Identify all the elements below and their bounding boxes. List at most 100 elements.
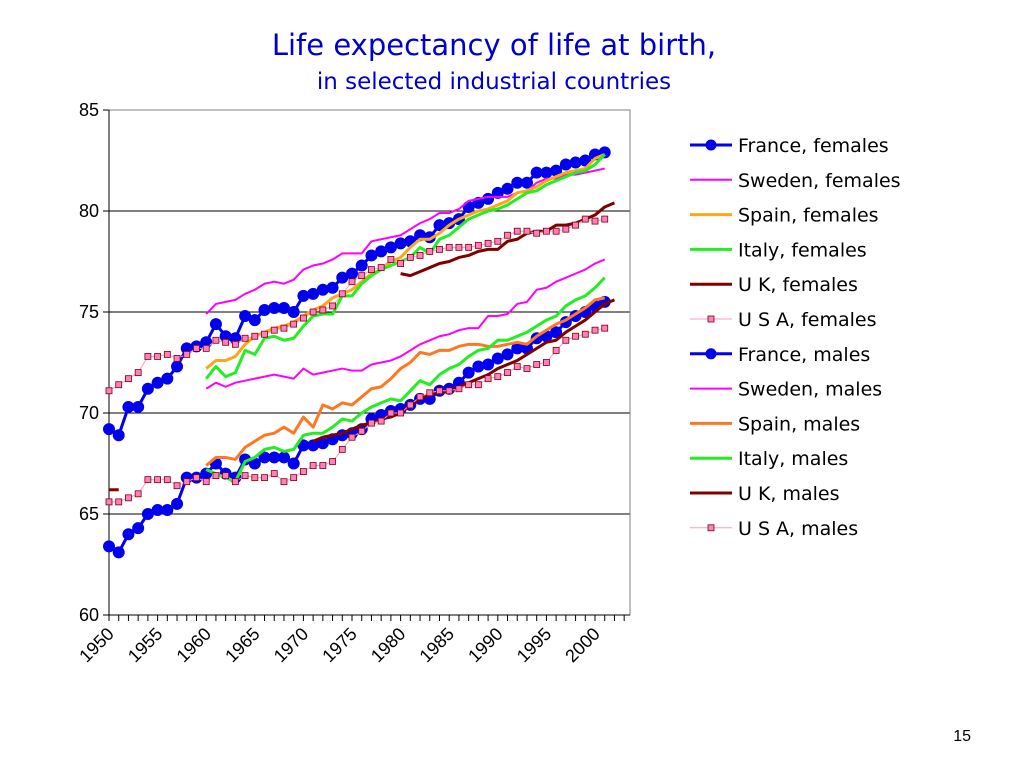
legend-item: France, males xyxy=(690,344,870,366)
y-tick-label: 75 xyxy=(79,302,99,322)
series-9 xyxy=(205,276,606,484)
data-point xyxy=(112,546,125,559)
data-point xyxy=(309,308,317,316)
data-point xyxy=(202,478,210,486)
data-point xyxy=(290,320,298,328)
x-tick-label: 1970 xyxy=(270,624,312,666)
data-point xyxy=(552,227,560,235)
data-point xyxy=(231,478,239,486)
data-point xyxy=(144,476,152,484)
data-point xyxy=(394,237,407,250)
data-point xyxy=(387,409,395,417)
data-point xyxy=(115,498,123,506)
data-point xyxy=(520,176,533,189)
data-point xyxy=(105,387,113,395)
data-point xyxy=(161,503,174,516)
data-point xyxy=(348,278,356,286)
data-point xyxy=(474,381,482,389)
data-point xyxy=(338,445,346,453)
data-point xyxy=(258,303,271,316)
data-point xyxy=(193,474,200,482)
data-point xyxy=(377,417,385,425)
legend-label: Spain, males xyxy=(738,413,860,435)
data-point xyxy=(562,336,570,344)
data-point xyxy=(241,334,249,342)
legend-item: France, females xyxy=(690,135,889,157)
data-point xyxy=(309,462,317,469)
series-line xyxy=(205,276,606,484)
data-point xyxy=(474,241,482,249)
data-point xyxy=(163,476,171,484)
data-point xyxy=(572,332,579,340)
data-point xyxy=(445,243,453,251)
data-point xyxy=(231,340,239,348)
data-point xyxy=(406,401,414,409)
x-tick-label: 1995 xyxy=(513,624,555,666)
data-point xyxy=(171,360,184,373)
data-point xyxy=(581,215,589,223)
legend-label: France, males xyxy=(738,344,870,366)
legend-label: Sweden, females xyxy=(738,170,901,192)
data-point xyxy=(504,231,511,239)
data-point xyxy=(533,229,541,237)
data-point xyxy=(144,353,152,360)
data-point xyxy=(426,247,434,255)
data-point xyxy=(436,387,443,395)
data-point xyxy=(261,474,268,482)
data-point xyxy=(358,427,366,435)
data-point xyxy=(552,346,560,354)
data-point xyxy=(348,433,356,441)
data-point xyxy=(122,528,135,541)
legend-item: U K, females xyxy=(690,274,858,296)
data-point xyxy=(462,366,475,379)
legend-label: U S A, females xyxy=(738,309,877,331)
data-point xyxy=(513,227,521,235)
series-lines xyxy=(103,146,616,559)
data-point xyxy=(416,252,424,259)
data-point xyxy=(329,458,336,465)
y-tick-label: 85 xyxy=(79,100,99,120)
data-point xyxy=(501,182,514,195)
data-point xyxy=(397,260,405,267)
data-point xyxy=(103,540,115,553)
legend-marker xyxy=(707,524,715,532)
data-point xyxy=(134,369,142,377)
data-point xyxy=(125,375,132,383)
data-point xyxy=(591,326,599,334)
data-point xyxy=(105,498,113,506)
legend-marker xyxy=(705,139,717,151)
data-point xyxy=(581,330,589,338)
data-point xyxy=(222,472,230,480)
gridlines xyxy=(109,109,630,616)
data-point xyxy=(562,225,570,233)
data-point xyxy=(455,385,463,393)
data-point xyxy=(173,482,181,490)
data-point xyxy=(472,360,485,373)
data-point xyxy=(112,429,125,442)
data-point xyxy=(300,314,307,322)
data-point xyxy=(494,237,502,245)
data-point xyxy=(572,221,579,229)
data-point xyxy=(141,382,154,395)
series-line xyxy=(205,153,606,380)
legend-label: France, females xyxy=(738,135,889,157)
legend-item: U K, males xyxy=(690,483,840,505)
data-point xyxy=(300,468,307,475)
data-point xyxy=(212,336,220,344)
series-11 xyxy=(105,324,609,506)
series-3 xyxy=(205,153,606,380)
x-tick-label: 1960 xyxy=(173,624,215,666)
series-line xyxy=(312,298,616,443)
data-point xyxy=(248,314,261,327)
legend-item: U S A, males xyxy=(690,518,858,540)
data-point xyxy=(501,348,514,361)
data-point xyxy=(132,522,145,535)
data-point xyxy=(368,419,375,427)
legend-label: Italy, females xyxy=(738,239,867,261)
data-point xyxy=(540,166,553,179)
data-point xyxy=(316,283,329,296)
legend-item: U S A, females xyxy=(690,309,877,331)
legend-marker xyxy=(705,348,717,360)
y-tick-label: 80 xyxy=(79,201,99,221)
